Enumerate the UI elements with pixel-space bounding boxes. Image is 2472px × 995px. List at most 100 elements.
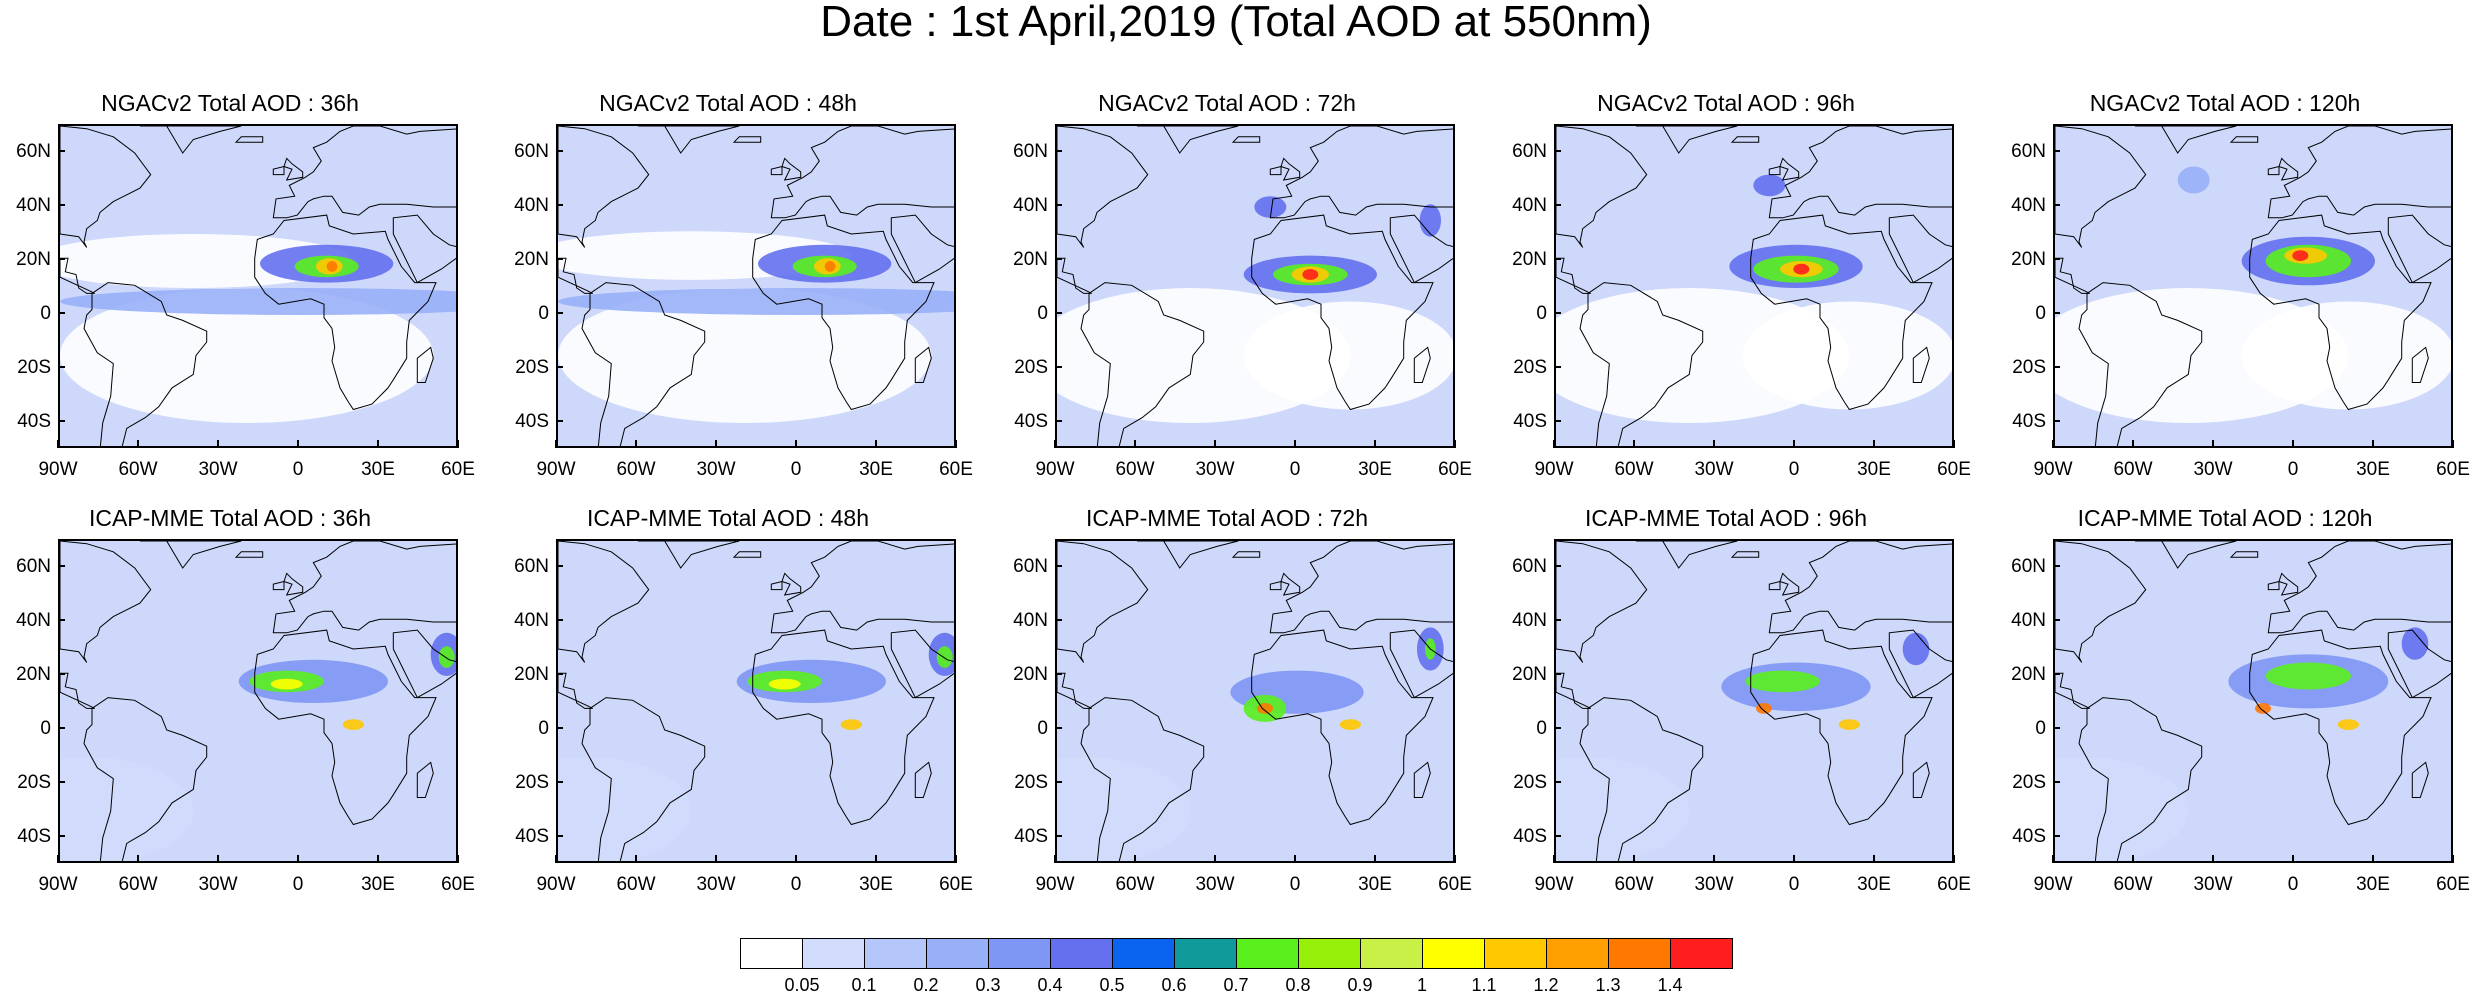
- lat-tick: [556, 366, 563, 368]
- coastline: [234, 551, 264, 558]
- coastline: [2078, 282, 2203, 446]
- coastline: [1636, 126, 1738, 154]
- lat-tick-label: 0: [1037, 718, 1048, 739]
- lat-tick: [58, 565, 65, 567]
- lat-tick-label: 20N: [1013, 249, 1048, 270]
- coastline: [1269, 580, 1282, 591]
- lon-tick-label: 30W: [1195, 459, 1235, 480]
- colorbar-label: 1.3: [1595, 975, 1621, 995]
- lon-tick: [1054, 440, 1056, 448]
- lon-tick: [1294, 440, 1296, 448]
- lat-tick-label: 40S: [515, 826, 549, 847]
- aod-plume: [1753, 174, 1786, 197]
- lon-tick-label: 0: [2287, 459, 2299, 480]
- lat-tick-label: 20S: [515, 772, 549, 793]
- lon-tick: [1374, 855, 1376, 863]
- coastline: [1556, 126, 1648, 248]
- coastline: [272, 165, 285, 176]
- lat-tick: [556, 150, 563, 152]
- aod-plume: [840, 719, 862, 730]
- coastline: [752, 214, 935, 411]
- colorbar-swatch: [1174, 938, 1237, 969]
- lon-tick: [1713, 855, 1715, 863]
- lon-tick: [57, 440, 59, 448]
- colorbar-label: 0.9: [1347, 975, 1373, 995]
- lat-tick: [1554, 420, 1561, 422]
- aod-plume: [2292, 250, 2309, 261]
- lat-tick: [1055, 781, 1062, 783]
- map-panel: ICAP-MME Total AOD : 120h 60N 40N 20N 0 20S 40…: [1995, 505, 2470, 894]
- lon-tick-label: 30W: [2193, 874, 2233, 895]
- coastline: [272, 541, 456, 634]
- aod-plume: [1745, 670, 1820, 693]
- aod-plume: [1302, 269, 1319, 280]
- lon-tick-label: 90W: [1035, 459, 1075, 480]
- coastline: [2229, 136, 2259, 143]
- aod-plume: [438, 646, 455, 668]
- coastline: [272, 580, 285, 591]
- coastline: [2229, 551, 2259, 558]
- lon-tick: [2132, 440, 2134, 448]
- aod-plume: [60, 757, 194, 861]
- aod-plume: [2265, 662, 2351, 690]
- lat-tick: [556, 204, 563, 206]
- lat-tick: [1554, 835, 1561, 837]
- lat-tick: [556, 619, 563, 621]
- aod-plume: [1838, 719, 1860, 730]
- lon-tick: [1214, 855, 1216, 863]
- lon-tick: [457, 855, 459, 863]
- lat-tick: [58, 835, 65, 837]
- lon-tick: [2372, 855, 2374, 863]
- map-panel: NGACv2 Total AOD : 96h 60N 40N 20N 0 20S 40S 90…: [1496, 90, 1971, 479]
- coastline: [1556, 672, 1591, 709]
- coastline: [283, 157, 304, 181]
- lon-tick-label: 30W: [1195, 874, 1235, 895]
- aod-plume: [2337, 719, 2359, 730]
- aod-plume: [1419, 204, 1441, 237]
- aod-plume: [936, 646, 953, 668]
- aod-map: [1554, 124, 1954, 448]
- lon-tick: [1633, 440, 1635, 448]
- aod-map: [1055, 124, 1455, 448]
- coastline: [392, 629, 456, 699]
- lon-tick: [457, 440, 459, 448]
- aod-plume: [824, 261, 836, 272]
- lon-tick: [955, 855, 957, 863]
- coastline: [1251, 214, 1434, 411]
- aod-field: [1556, 541, 1952, 861]
- lon-tick-label: 90W: [38, 459, 78, 480]
- coastline: [1280, 157, 1301, 181]
- aod-plume: [1742, 301, 1952, 410]
- lat-tick-label: 60N: [514, 141, 549, 162]
- coastline: [1556, 541, 1648, 663]
- coastline: [60, 541, 152, 663]
- lon-tick-label: 60E: [1438, 459, 1472, 480]
- coastline: [2267, 126, 2451, 219]
- lat-tick-label: 60N: [2011, 141, 2046, 162]
- lat-tick: [2053, 366, 2060, 368]
- lon-tick: [2212, 855, 2214, 863]
- coastline: [914, 761, 932, 798]
- lat-tick: [1554, 150, 1561, 152]
- lon-tick: [2052, 440, 2054, 448]
- coastline: [1768, 541, 1952, 634]
- aod-plume: [2177, 166, 2210, 194]
- coastline: [1912, 761, 1930, 798]
- aod-field: [60, 126, 456, 446]
- lon-tick-label: 30W: [696, 459, 736, 480]
- aod-field: [1057, 126, 1453, 446]
- lon-tick-label: 30W: [1694, 459, 1734, 480]
- lat-tick-label: 40S: [1014, 411, 1048, 432]
- lat-tick-label: 60N: [1013, 556, 1048, 577]
- lon-tick: [1793, 440, 1795, 448]
- coastline: [1269, 126, 1453, 219]
- lat-tick-label: 20N: [1512, 249, 1547, 270]
- lon-tick: [2132, 855, 2134, 863]
- lat-tick-label: 60N: [514, 556, 549, 577]
- map-panel: ICAP-MME Total AOD : 96h 60N 40N 20N 0 20S 40S…: [1496, 505, 1971, 894]
- lat-tick: [2053, 258, 2060, 260]
- lat-tick-label: 40S: [17, 826, 51, 847]
- lat-tick-label: 40S: [2012, 826, 2046, 847]
- panel-title: NGACv2 Total AOD : 72h: [1098, 90, 1356, 116]
- lon-tick: [377, 855, 379, 863]
